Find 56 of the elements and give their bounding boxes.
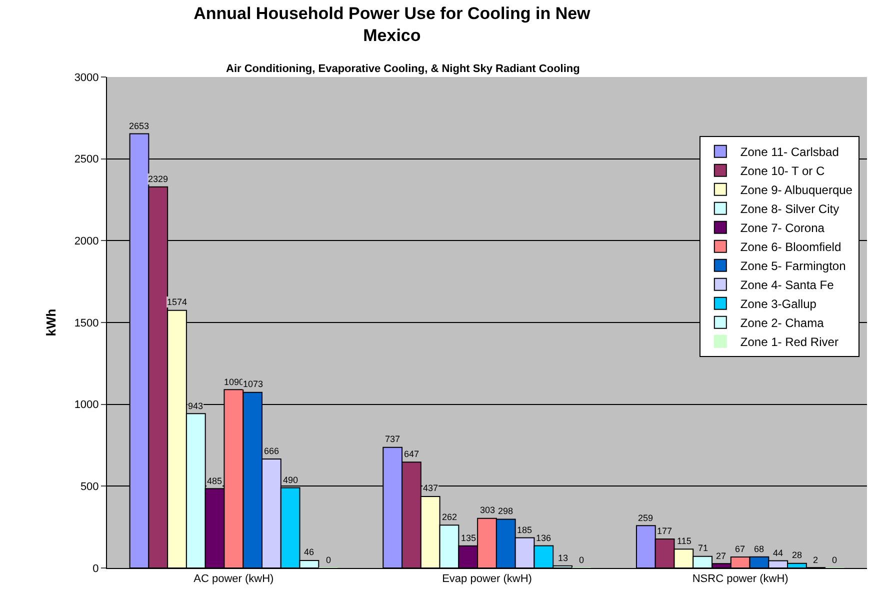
- data-label: 1073: [243, 379, 264, 389]
- data-label: 437: [423, 483, 438, 493]
- y-tick-label: 2000: [74, 236, 99, 248]
- x-tick-label: AC power (kwH): [194, 573, 274, 586]
- data-label: 135: [461, 533, 476, 543]
- legend-label: Zone 8- Silver City: [740, 202, 840, 216]
- data-label: 490: [283, 475, 298, 485]
- data-label: 2329: [148, 174, 168, 184]
- data-label: 115: [677, 536, 692, 546]
- legend-label: Zone 11- Carlsbad: [740, 145, 839, 160]
- data-label: 136: [536, 533, 552, 543]
- data-label: 0: [579, 555, 584, 565]
- data-label: 44: [773, 548, 784, 558]
- data-label: 0: [326, 555, 332, 565]
- data-label: 303: [480, 505, 496, 515]
- y-tick-label: 3000: [74, 72, 99, 84]
- y-tick-label: 1500: [74, 317, 99, 330]
- chart-title: Annual Household Power Use for Cooling in New Mexico: [194, 4, 592, 46]
- y-tick-label: 2500: [74, 154, 99, 166]
- x-tick-label: Evap power (kwH): [442, 573, 532, 586]
- data-label: 298: [498, 506, 514, 516]
- data-label: 71: [698, 543, 708, 553]
- data-label: 485: [207, 476, 222, 486]
- legend-label: Zone 10- T or C: [740, 164, 825, 178]
- y-tick-label: 0: [92, 562, 99, 575]
- data-label: 259: [638, 513, 654, 523]
- chart-subtitle: Air Conditioning, Evaporative Cooling, & Night Sky Radiant Cooling: [226, 63, 580, 75]
- data-label: 67: [735, 544, 746, 554]
- data-label: 647: [404, 449, 420, 459]
- legend-label: Zone 6- Bloomfield: [740, 240, 842, 254]
- legend-label: Zone 5- Farmington: [740, 259, 846, 274]
- data-label: 2: [813, 555, 818, 565]
- data-label: 943: [188, 401, 204, 411]
- data-label: 177: [657, 526, 672, 536]
- legend-label: Zone 2- Chama: [740, 316, 824, 330]
- data-label: 185: [517, 525, 532, 535]
- data-label: 737: [385, 434, 400, 444]
- data-label: 68: [754, 544, 764, 554]
- data-label: 46: [304, 547, 314, 557]
- data-label: 13: [558, 553, 568, 563]
- y-axis-title: kWh: [43, 308, 58, 336]
- y-tick-label: 500: [80, 481, 99, 494]
- data-label: 27: [716, 551, 726, 561]
- legend-label: Zone 9- Albuquerque: [740, 183, 853, 198]
- legend-label: Zone 1- Red River: [740, 335, 838, 350]
- y-tick-label: 1000: [74, 399, 99, 412]
- legend-label: Zone 3-Gallup: [740, 297, 817, 312]
- data-label: 28: [792, 550, 802, 560]
- data-label: 1574: [167, 297, 188, 307]
- data-label: 2653: [129, 121, 150, 131]
- legend-label: Zone 4- Santa Fe: [740, 278, 834, 292]
- legend-label: Zone 7- Corona: [740, 221, 825, 236]
- data-label: 262: [442, 512, 458, 522]
- data-label: 0: [832, 555, 838, 565]
- data-label: 666: [264, 446, 280, 456]
- x-tick-label: NSRC power (kwH): [692, 573, 788, 586]
